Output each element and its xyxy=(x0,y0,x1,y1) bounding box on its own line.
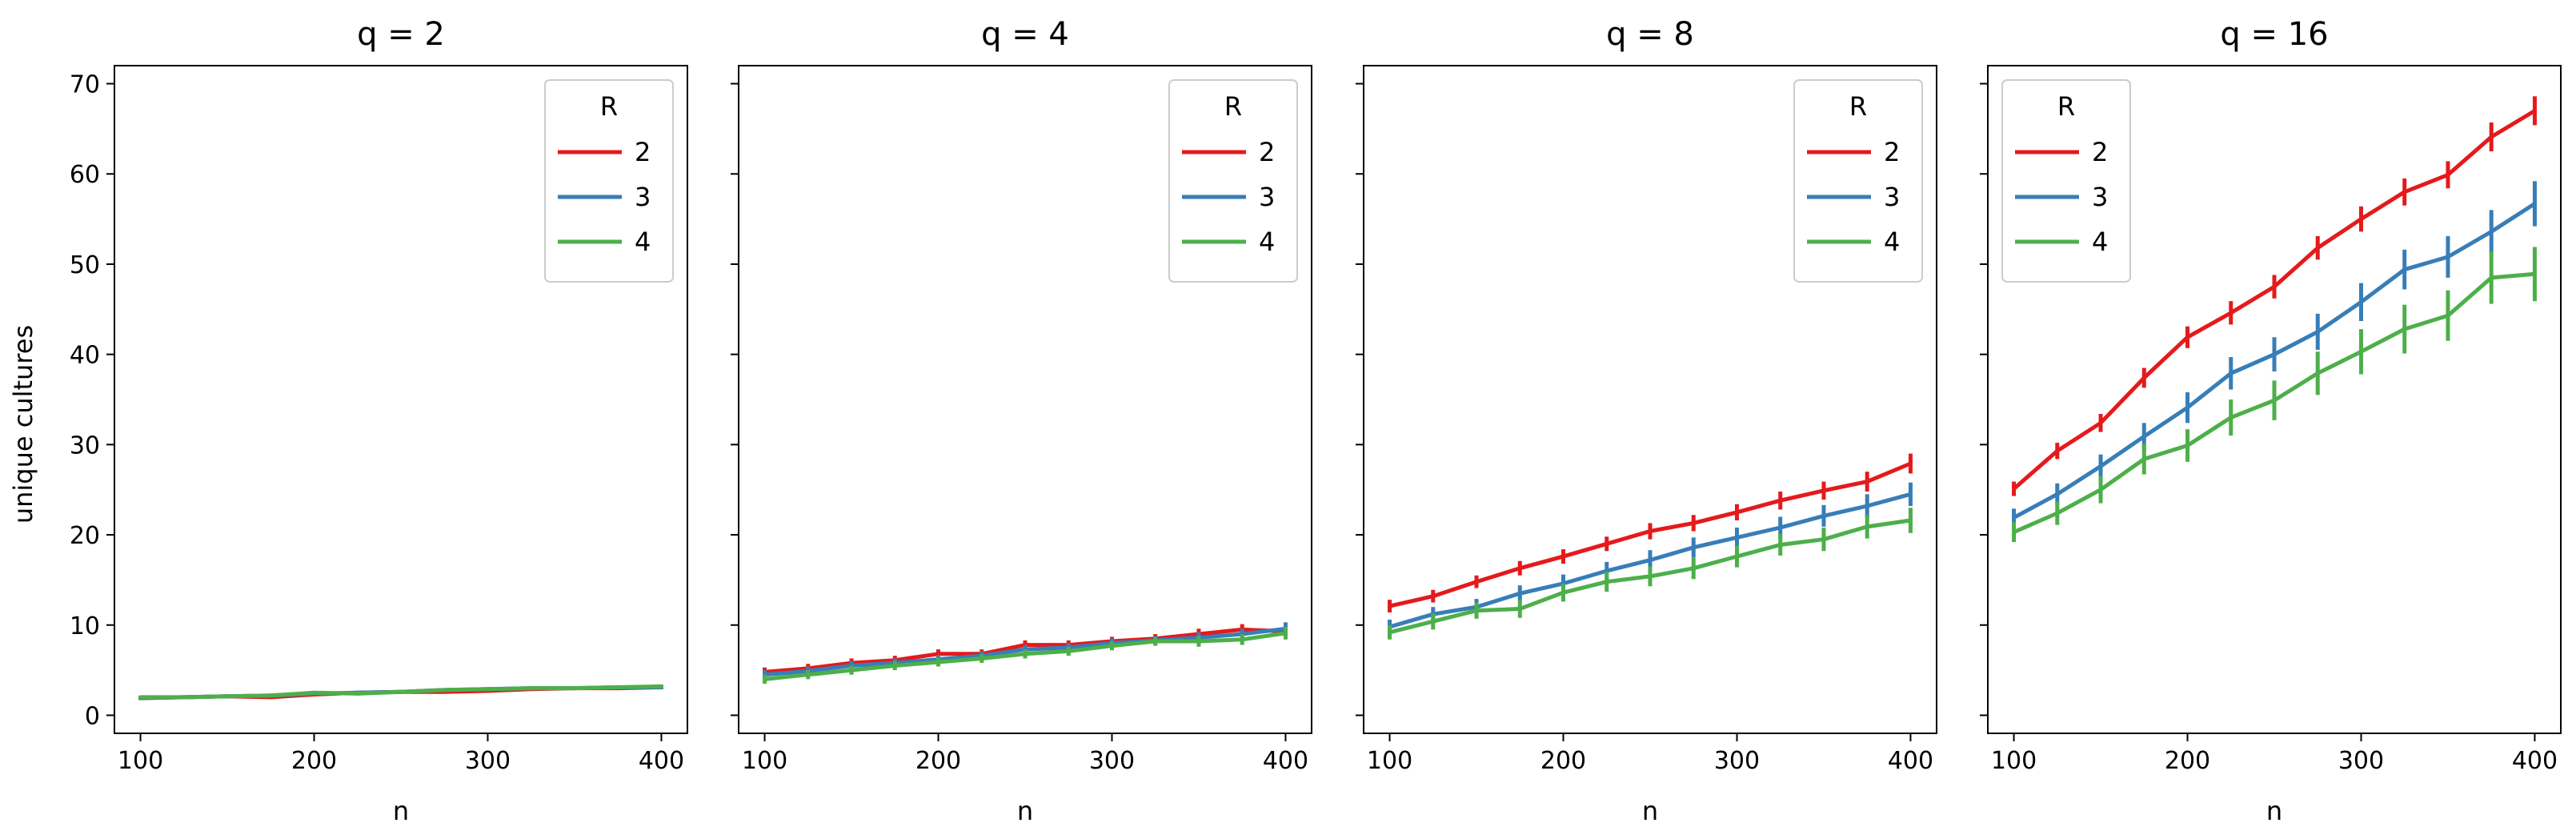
legend-entry-3: 3 xyxy=(1807,182,1900,212)
legend-entry-2: 2 xyxy=(2015,137,2108,167)
plot-frame xyxy=(738,65,1312,734)
x-tick-label: 200 xyxy=(1540,747,1586,775)
series-2 xyxy=(2012,96,2537,496)
x-axis-label: n xyxy=(1017,796,1033,826)
x-tick-label: 100 xyxy=(118,747,163,775)
legend-entry-4: 4 xyxy=(1182,227,1275,257)
legend-box xyxy=(2001,79,2131,283)
series-4 xyxy=(1388,508,1913,640)
legend-entry-3: 3 xyxy=(2015,182,2108,212)
legend-entry-2: 2 xyxy=(1807,137,1900,167)
legend: R2 3 4 xyxy=(544,79,674,283)
x-tick-label: 300 xyxy=(465,747,511,775)
x-tick-label: 300 xyxy=(1714,747,1760,775)
x-tick-label: 300 xyxy=(1089,747,1135,775)
plot-frame xyxy=(1987,65,2562,734)
y-tick-label: 0 xyxy=(85,702,100,730)
legend-entry-4: 4 xyxy=(2015,227,2108,257)
legend-label: 4 xyxy=(1259,227,1275,257)
panel-4: q = 16 100 200 300 400 n R2 3 4 xyxy=(1980,16,2562,826)
legend-label: 3 xyxy=(2092,182,2108,212)
x-axis-label: n xyxy=(1642,796,1658,826)
x-tick-label: 400 xyxy=(639,747,684,775)
x-axis-label: n xyxy=(393,796,409,826)
legend-entry-3: 3 xyxy=(558,182,651,212)
series-4 xyxy=(138,684,663,700)
legend: R2 3 4 xyxy=(1168,79,1298,283)
y-tick-label: 20 xyxy=(70,522,100,550)
series-4 xyxy=(2012,247,2537,543)
plot-frame xyxy=(1363,65,1937,734)
x-tick-label: 400 xyxy=(1263,747,1308,775)
x-tick-label: 200 xyxy=(2165,747,2210,775)
x-tick-label: 100 xyxy=(1991,747,2037,775)
y-tick-label: 30 xyxy=(70,432,100,460)
y-tick-label: 10 xyxy=(70,612,100,640)
legend-label: 4 xyxy=(1884,227,1900,257)
panel-title: q = 8 xyxy=(1606,16,1694,53)
legend-entry-2: 2 xyxy=(558,137,651,167)
legend-label: 2 xyxy=(2092,137,2108,167)
legend-title: R xyxy=(600,91,618,122)
legend-box xyxy=(1793,79,1923,283)
panel-title: q = 4 xyxy=(981,16,1069,53)
y-tick-label: 60 xyxy=(70,161,100,189)
legend-label: 3 xyxy=(1259,182,1275,212)
panel-2: q = 4 100 200 300 400 n R2 3 4 xyxy=(731,16,1312,826)
legend-label: 2 xyxy=(1259,137,1275,167)
series-4 xyxy=(763,627,1288,684)
y-tick-label: 70 xyxy=(70,71,100,99)
legend-entry-3: 3 xyxy=(1182,182,1275,212)
panel-title: q = 16 xyxy=(2220,16,2328,53)
legend-title: R xyxy=(2057,91,2075,122)
x-tick-label: 200 xyxy=(915,747,961,775)
legend-label: 2 xyxy=(635,137,651,167)
panel-3: q = 8 100 200 300 400 n R2 3 4 xyxy=(1356,16,1937,826)
x-tick-label: 100 xyxy=(742,747,787,775)
legend-label: 3 xyxy=(1884,182,1900,212)
legend-entry-4: 4 xyxy=(1807,227,1900,257)
legend-entry-2: 2 xyxy=(1182,137,1275,167)
plot-frame xyxy=(114,65,688,734)
x-tick-label: 400 xyxy=(2512,747,2558,775)
y-tick-label: 50 xyxy=(70,251,100,279)
panel-title: q = 2 xyxy=(357,16,445,53)
legend-title: R xyxy=(1849,91,1867,122)
y-tick-label: 40 xyxy=(70,342,100,370)
legend: R2 3 4 xyxy=(1793,79,1923,283)
panel-1: q = 2 100 200 300 400 0 10 20 30 40 50 60 70 n R2 3 4 xyxy=(70,16,688,826)
x-axis-label: n xyxy=(2266,796,2282,826)
x-tick-label: 300 xyxy=(2338,747,2384,775)
legend-box xyxy=(544,79,674,283)
y-axis-label: unique cultures xyxy=(8,325,38,524)
legend-box xyxy=(1168,79,1298,283)
x-tick-label: 100 xyxy=(1367,747,1412,775)
x-tick-label: 400 xyxy=(1888,747,1933,775)
legend-label: 3 xyxy=(635,182,651,212)
series-2 xyxy=(1388,453,1913,612)
legend-label: 2 xyxy=(1884,137,1900,167)
legend-entry-4: 4 xyxy=(558,227,651,257)
legend-title: R xyxy=(1224,91,1242,122)
legend-label: 4 xyxy=(2092,227,2108,257)
x-tick-label: 200 xyxy=(291,747,337,775)
legend-label: 4 xyxy=(635,227,651,257)
legend: R2 3 4 xyxy=(2001,79,2131,283)
